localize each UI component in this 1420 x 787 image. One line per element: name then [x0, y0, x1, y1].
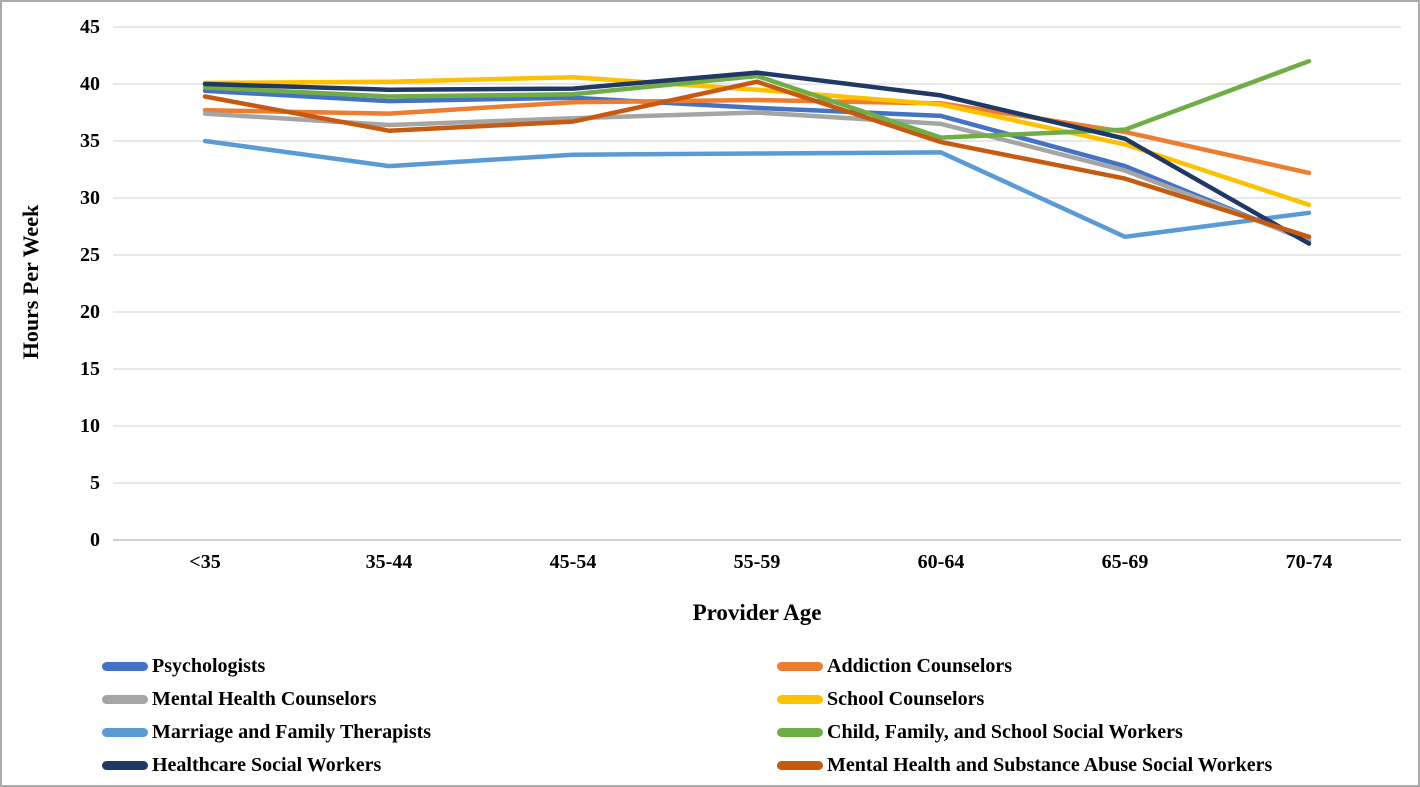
legend-swatch [777, 661, 823, 671]
y-tick-label: 25 [80, 244, 100, 266]
y-tick-label: 20 [80, 301, 100, 323]
legend-label: Healthcare Social Workers [152, 754, 382, 776]
legend-item: School Counselors [777, 687, 984, 711]
series-line [202, 88, 1312, 244]
legend-item: Marriage and Family Therapists [102, 720, 431, 744]
x-tick-label: 60-64 [917, 551, 965, 573]
legend-item: Addiction Counselors [777, 654, 1012, 678]
series-line [202, 110, 1312, 243]
legend-label: Psychologists [152, 655, 266, 677]
legend-item: Child, Family, and School Social Workers [777, 720, 1183, 744]
y-tick-label: 10 [80, 415, 100, 437]
legend-item: Healthcare Social Workers [102, 753, 381, 777]
legend-swatch [102, 760, 148, 770]
legend-label: School Counselors [827, 688, 985, 710]
legend-item: Psychologists [102, 654, 265, 678]
series-line [202, 138, 1312, 240]
y-tick-label: 30 [80, 187, 100, 209]
legend-label: Mental Health Counselors [152, 688, 377, 710]
legend-swatch [102, 694, 148, 704]
y-tick-label: 35 [80, 130, 100, 152]
x-tick-label: 65-69 [1101, 551, 1149, 573]
legend-swatch [102, 661, 148, 671]
legend-label: Mental Health and Substance Abuse Social… [827, 754, 1273, 776]
legend-label: Marriage and Family Therapists [152, 721, 432, 743]
x-tick-label: 55-59 [733, 551, 781, 573]
y-tick-label: 15 [80, 358, 100, 380]
legend-label: Child, Family, and School Social Workers [827, 721, 1183, 743]
series-line [202, 79, 1312, 240]
legend-item: Mental Health Counselors [102, 687, 376, 711]
legend-swatch [777, 760, 823, 770]
series-line [202, 58, 1312, 140]
legend-label: Addiction Counselors [827, 655, 1013, 677]
legend-item: Mental Health and Substance Abuse Social… [777, 753, 1272, 777]
x-tick-label: 35-44 [365, 551, 413, 573]
x-tick-label: 70-74 [1285, 551, 1333, 573]
y-tick-label: 40 [80, 73, 100, 95]
y-tick-label: 45 [80, 16, 100, 38]
x-axis-title: Provider Age [692, 600, 822, 625]
series-line [202, 70, 1312, 246]
y-tick-label: 5 [90, 472, 100, 494]
y-axis-title: Hours Per Week [18, 204, 43, 360]
series-line [202, 74, 1312, 208]
legend-swatch [102, 727, 148, 737]
x-tick-label: <35 [189, 551, 221, 573]
x-tick-label: 45-54 [549, 551, 597, 573]
legend-swatch [777, 727, 823, 737]
legend-swatch [777, 694, 823, 704]
y-tick-label: 0 [90, 529, 100, 551]
series-line [202, 97, 1312, 176]
